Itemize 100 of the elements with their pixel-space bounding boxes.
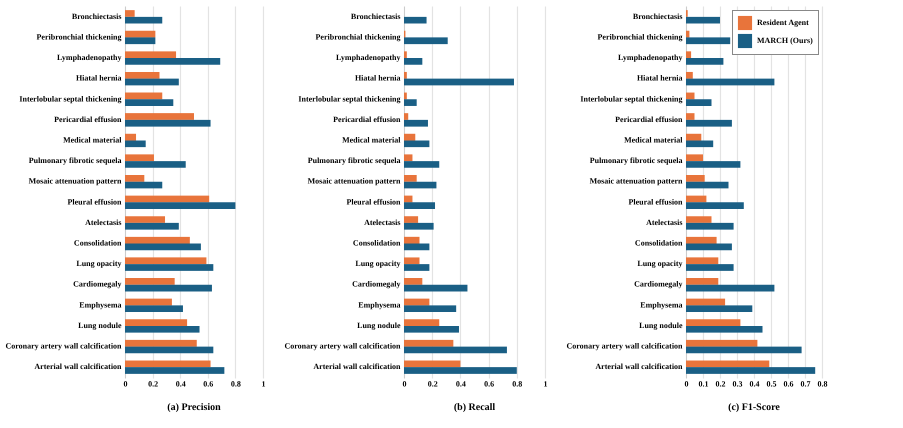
bar xyxy=(404,72,407,79)
x-tick-label: 0 xyxy=(124,380,128,388)
bar xyxy=(686,140,714,148)
bar xyxy=(686,202,744,210)
bar xyxy=(686,51,692,58)
y-tick-label: Atelectasis xyxy=(646,218,682,227)
text: (b) Recall xyxy=(454,402,496,413)
y-tick-label: Coronary artery wall calcification xyxy=(566,342,684,351)
bar xyxy=(404,298,430,306)
bar xyxy=(125,298,172,306)
bar xyxy=(125,51,176,58)
bar xyxy=(686,340,758,347)
bar xyxy=(686,278,718,285)
y-tick-label: Mosaic attenuation pattern xyxy=(28,176,122,186)
y-tick-label: Pericardial effusion xyxy=(54,114,122,124)
bar xyxy=(686,99,712,106)
x-tick-label: 0 xyxy=(402,380,406,388)
x-tick-label: 0.4 xyxy=(456,380,466,388)
x-tick-label: 0 xyxy=(684,380,688,388)
bar xyxy=(404,134,416,140)
y-tick-label: Medical material xyxy=(63,135,122,144)
bar xyxy=(404,278,422,285)
y-tick-label: Lung opacity xyxy=(355,259,400,268)
y-tick-label: Consolidation xyxy=(74,238,122,248)
bar xyxy=(686,58,724,65)
bar xyxy=(125,58,220,65)
x-tick-label: 0.4 xyxy=(176,380,186,388)
bar xyxy=(404,51,407,58)
bar xyxy=(125,134,136,140)
x-tick-label: 0.8 xyxy=(230,380,241,388)
y-tick-label: Pericardial effusion xyxy=(333,114,402,124)
y-tick-label: Arterial wall calcification xyxy=(313,362,402,372)
y-tick-label: Consolidation xyxy=(634,238,684,248)
bar xyxy=(404,264,430,271)
bar xyxy=(125,319,188,326)
bar xyxy=(404,319,440,326)
bar xyxy=(686,326,762,333)
bar xyxy=(686,182,728,188)
bar xyxy=(686,360,770,368)
bar xyxy=(404,37,448,44)
bar xyxy=(404,78,514,86)
y-tick-label: Lymphadenopathy xyxy=(336,53,400,62)
y-tick-label: Mosaic attenuation pattern xyxy=(590,176,684,186)
bar xyxy=(125,216,166,223)
x-tick-label: 0.2 xyxy=(716,380,726,388)
x-tick-label: 0.2 xyxy=(148,380,158,388)
x-tick-label: 0.1 xyxy=(698,380,708,388)
y-tick-label: Lung opacity xyxy=(76,259,122,268)
bar xyxy=(125,154,154,162)
bar xyxy=(404,244,430,250)
bar xyxy=(125,326,200,333)
bar xyxy=(686,257,718,264)
bar xyxy=(125,360,211,368)
bar xyxy=(404,140,430,148)
y-tick-label: Bronchiectasis xyxy=(350,12,400,21)
bar xyxy=(686,30,690,38)
y-tick-label: Hiatal hernia xyxy=(636,74,682,83)
text: (a) Precision xyxy=(167,402,222,413)
legend-label: Resident Agent xyxy=(757,18,810,27)
bar xyxy=(686,367,816,374)
y-tick-label: Lung opacity xyxy=(637,259,682,268)
bar xyxy=(686,196,706,202)
y-tick-label: Pulmonary fibrotic sequela xyxy=(308,156,400,166)
y-tick-label: Interlobular septal thickening xyxy=(19,94,122,104)
y-tick-label: Pleural effusion xyxy=(346,197,402,206)
bar xyxy=(404,257,420,264)
x-tick-label: 0.8 xyxy=(818,380,828,388)
bar xyxy=(404,236,420,244)
bar xyxy=(686,16,720,24)
bar xyxy=(125,120,211,127)
y-tick-label: Atelectasis xyxy=(364,218,400,227)
bar xyxy=(686,298,726,306)
y-tick-label: Medical material xyxy=(624,135,684,144)
y-tick-label: Interlobular septal thickening xyxy=(580,94,682,104)
bar xyxy=(125,305,183,312)
bar xyxy=(404,161,440,168)
bar xyxy=(404,196,412,202)
y-tick-label: Cardiomegaly xyxy=(352,280,400,289)
bar xyxy=(686,161,740,168)
y-tick-label: Pericardial effusion xyxy=(615,114,684,124)
bar xyxy=(686,120,732,127)
bar xyxy=(404,92,407,100)
y-tick-label: Peribronchial thickening xyxy=(316,32,400,42)
bar xyxy=(125,244,201,250)
y-tick-label: Bronchiectasis xyxy=(72,12,122,21)
y-tick-label: Hiatal hernia xyxy=(76,74,122,83)
bar xyxy=(404,222,434,230)
y-tick-label: Lymphadenopathy xyxy=(57,53,122,62)
bar xyxy=(686,244,732,250)
y-tick-label: Lymphadenopathy xyxy=(618,53,682,62)
bar xyxy=(404,202,436,210)
x-tick-label: 1 xyxy=(544,380,548,388)
bar xyxy=(404,16,427,24)
x-tick-label: 0.6 xyxy=(784,380,794,388)
bar xyxy=(686,134,702,140)
bar xyxy=(125,278,175,285)
bar xyxy=(686,113,694,120)
bar xyxy=(686,346,802,354)
bar xyxy=(404,99,417,106)
bar xyxy=(404,340,454,347)
